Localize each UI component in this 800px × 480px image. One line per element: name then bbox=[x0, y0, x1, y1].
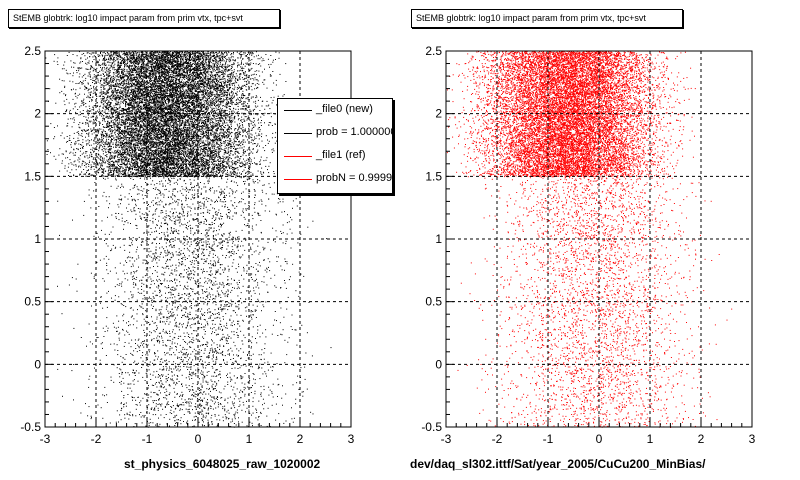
legend-label-file1: _file1 (ref) bbox=[316, 149, 366, 161]
legend-swatch-file0 bbox=[284, 110, 312, 111]
x-tick-label-right: 2 bbox=[698, 432, 705, 446]
legend: _file0 (new) prob = 1.000000 _file1 (ref… bbox=[277, 98, 393, 194]
y-tick-label-right: -0.5 bbox=[421, 420, 442, 434]
legend-swatch-probn bbox=[284, 179, 312, 180]
y-tick-label-right: 0 bbox=[435, 357, 442, 371]
y-tick-label-right: 2.5 bbox=[425, 44, 442, 58]
x-tick-label-right: 0 bbox=[596, 432, 603, 446]
y-tick-label-right: 1.5 bbox=[425, 169, 442, 183]
chart-title-left: StEMB globtrk: log10 impact param from p… bbox=[8, 9, 280, 28]
x-tick-label-right: -2 bbox=[492, 432, 503, 446]
y-tick-label-left: 2 bbox=[34, 107, 41, 121]
x-tick-label-right: -3 bbox=[441, 432, 452, 446]
legend-label-file0: _file0 (new) bbox=[316, 103, 373, 115]
x-tick-label-right: 1 bbox=[647, 432, 654, 446]
x-tick-label-left: -3 bbox=[40, 432, 51, 446]
y-tick-label-left: 1 bbox=[34, 232, 41, 246]
legend-swatch-file1 bbox=[284, 156, 312, 157]
y-tick-label-left: 0.5 bbox=[24, 295, 41, 309]
x-axis-label-right: dev/daq_sl302.ittf/Sat/year_2005/CuCu200… bbox=[410, 457, 705, 471]
legend-label-probn: probN = 0.999977 bbox=[316, 172, 393, 184]
legend-swatch-prob bbox=[284, 133, 312, 134]
y-tick-label-right: 2 bbox=[435, 107, 442, 121]
chart-title-right: StEMB globtrk: log10 impact param from p… bbox=[411, 9, 683, 28]
legend-entry-prob: prob = 1.000000 bbox=[278, 122, 393, 145]
y-tick-label-left: 1.5 bbox=[24, 169, 41, 183]
y-tick-label-left: 0 bbox=[34, 357, 41, 371]
x-tick-label-left: -1 bbox=[142, 432, 153, 446]
y-tick-label-left: 2.5 bbox=[24, 44, 41, 58]
x-tick-label-left: 3 bbox=[348, 432, 355, 446]
y-tick-label-right: 0.5 bbox=[425, 295, 442, 309]
y-tick-label-right: 1 bbox=[435, 232, 442, 246]
x-tick-label-left: 0 bbox=[195, 432, 202, 446]
legend-entry-file1: _file1 (ref) bbox=[278, 145, 393, 168]
legend-label-prob: prob = 1.000000 bbox=[316, 126, 393, 138]
x-tick-label-right: -1 bbox=[543, 432, 554, 446]
x-axis-label-left: st_physics_6048025_raw_1020002 bbox=[124, 457, 320, 471]
x-tick-label-right: 3 bbox=[749, 432, 756, 446]
x-tick-label-left: 2 bbox=[297, 432, 304, 446]
x-tick-label-left: 1 bbox=[246, 432, 253, 446]
y-tick-label-left: -0.5 bbox=[20, 420, 41, 434]
legend-entry-file0: _file0 (new) bbox=[278, 99, 393, 122]
x-tick-label-left: -2 bbox=[91, 432, 102, 446]
legend-entry-probn: probN = 0.999977 bbox=[278, 168, 393, 191]
